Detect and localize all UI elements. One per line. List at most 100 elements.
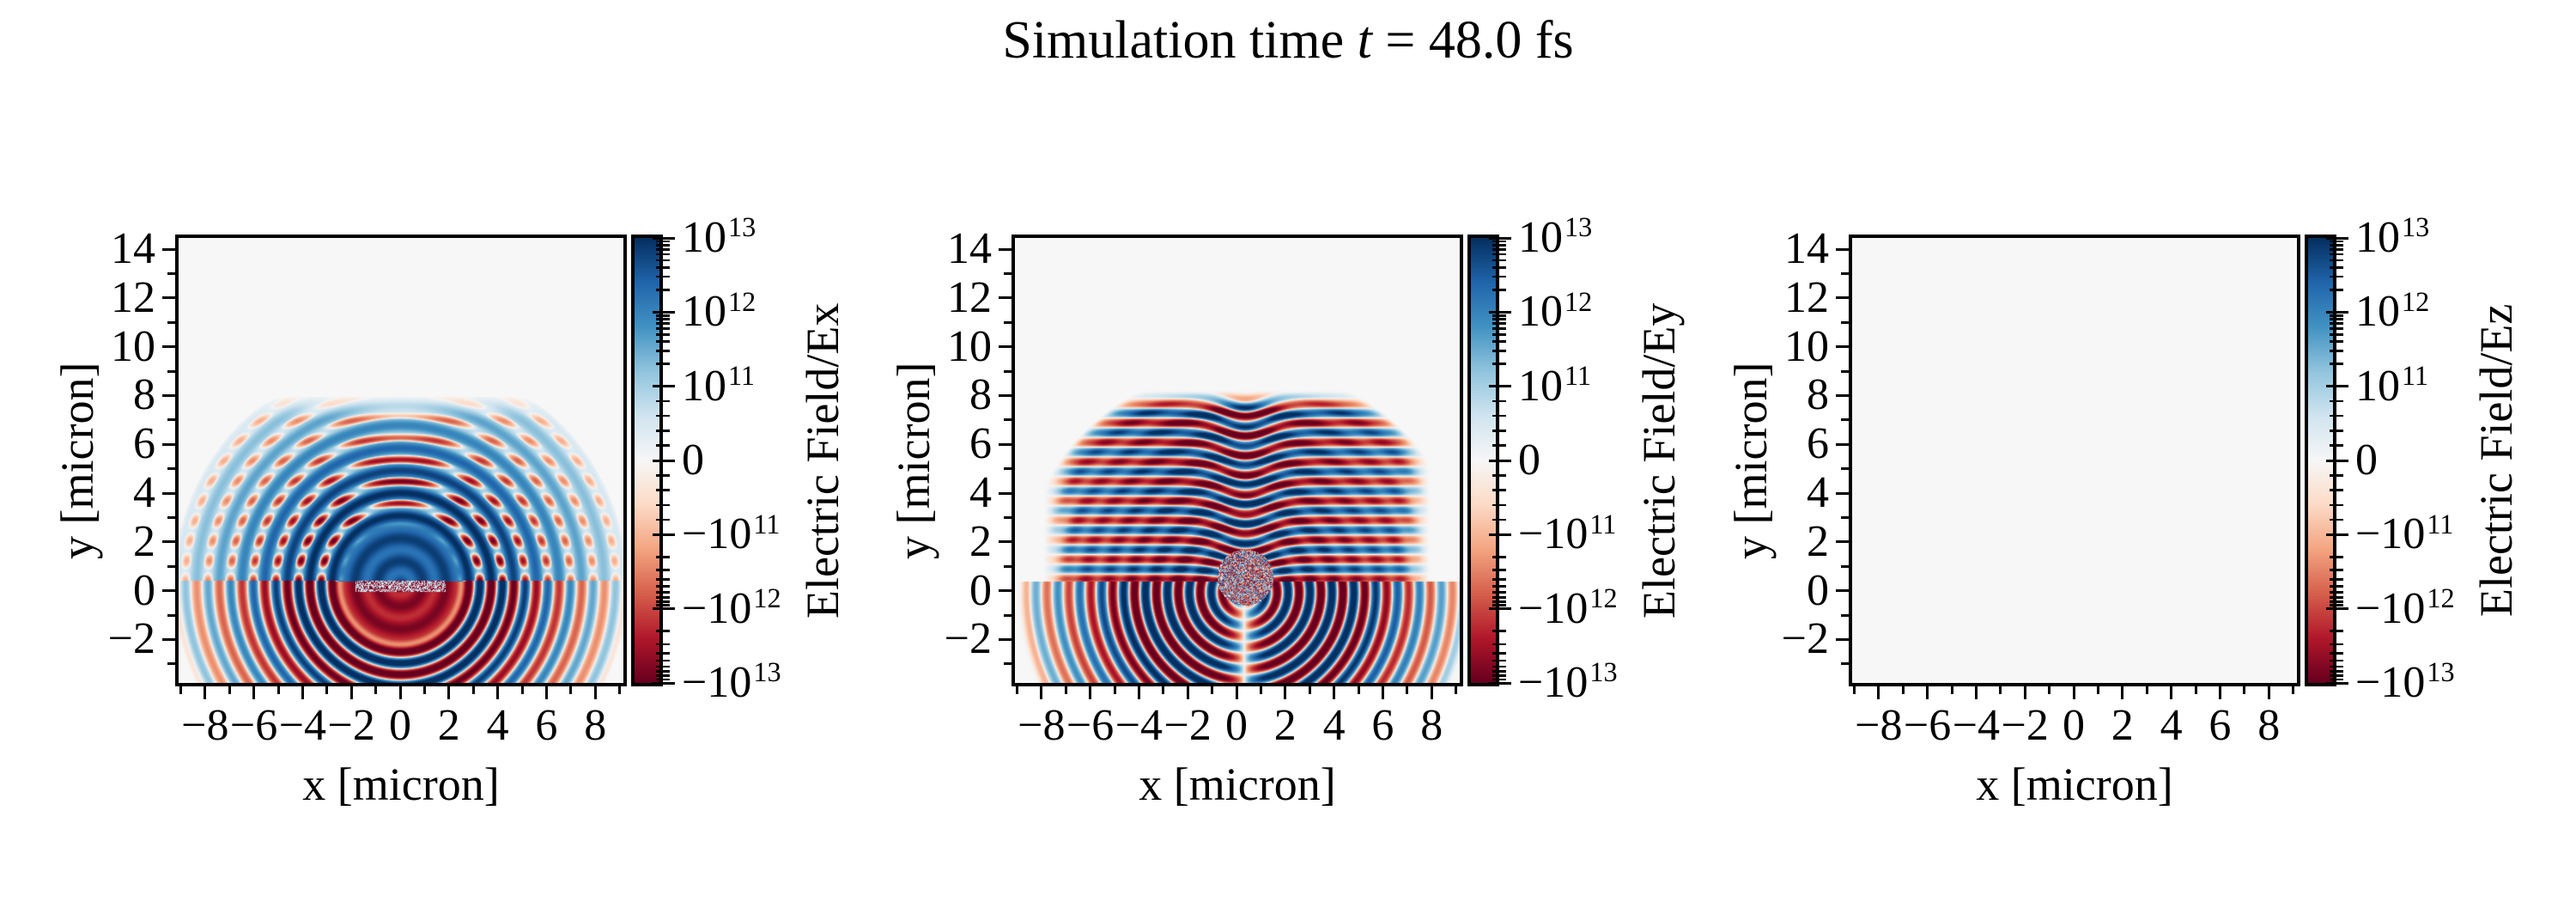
- y-minor-tick: [1841, 662, 1849, 666]
- y-major-tick: [1836, 247, 1849, 251]
- colorbar-minor-tick: [2330, 414, 2343, 417]
- x-minor-tick: [1901, 686, 1905, 694]
- x-tick-label: 2: [2111, 701, 2134, 750]
- colorbar-tick-label: −1012: [2355, 582, 2455, 633]
- y-tick-label: 14: [1784, 224, 1829, 273]
- colorbar-minor-tick: [656, 670, 670, 673]
- colorbar-minor-tick: [2330, 670, 2343, 673]
- y-minor-tick: [1004, 564, 1012, 568]
- y-major-tick: [999, 296, 1012, 300]
- x-major-tick: [1235, 686, 1238, 699]
- y-tick-label: 12: [1784, 272, 1829, 322]
- y-minor-tick: [167, 418, 175, 422]
- x-minor-tick: [471, 686, 475, 694]
- y-minor-tick: [1841, 613, 1849, 617]
- colorbar-minor-tick: [1492, 659, 1506, 662]
- x-major-tick: [204, 686, 207, 699]
- colorbar-minor-tick: [1492, 340, 1506, 343]
- colorbar-minor-tick: [1492, 630, 1506, 632]
- colorbar-minor-tick: [656, 414, 670, 417]
- x-tick-label: −6: [1903, 701, 1952, 750]
- colorbar-tick-label: 0: [2355, 436, 2378, 485]
- x-minor-tick: [276, 686, 280, 694]
- colorbar-minor-tick: [2330, 518, 2343, 521]
- x-tick-label: −4: [1952, 701, 2001, 750]
- y-minor-tick: [1841, 515, 1849, 519]
- colorbar-minor-tick: [2330, 630, 2343, 632]
- y-major-tick: [999, 540, 1012, 544]
- colorbar-minor-tick: [1492, 444, 1506, 447]
- colorbar-minor-tick: [2330, 430, 2343, 432]
- y-tick-label: 4: [133, 468, 155, 517]
- colorbar-minor-tick: [1492, 414, 1506, 417]
- x-major-tick: [593, 686, 597, 699]
- y-minor-tick: [167, 613, 175, 617]
- colorbar-minor-tick: [2330, 322, 2343, 325]
- title-text-pre: Simulation time: [1002, 11, 1358, 70]
- colorbar-minor-tick: [656, 333, 670, 336]
- y-major-tick: [1836, 637, 1849, 641]
- colorbar-minor-tick: [656, 322, 670, 325]
- x-major-tick: [1430, 686, 1433, 699]
- heatmap-ez: [1852, 238, 2297, 683]
- colorbar-minor-tick: [2330, 474, 2343, 477]
- colorbar-major-tick: [653, 533, 675, 536]
- x-minor-tick: [179, 686, 182, 694]
- x-tick-label: 0: [1225, 701, 1248, 750]
- colorbar-tick-label: 0: [1518, 436, 1540, 485]
- x-minor-tick: [569, 686, 573, 694]
- heatmap-ey: [1015, 238, 1460, 683]
- colorbar-minor-tick: [1492, 350, 1506, 352]
- colorbar-minor-tick: [2330, 363, 2343, 365]
- colorbar-minor-tick: [1492, 670, 1506, 673]
- y-minor-tick: [1841, 271, 1849, 275]
- x-minor-tick: [1999, 686, 2002, 694]
- colorbar-minor-tick: [2330, 556, 2343, 558]
- x-major-tick: [2267, 686, 2270, 699]
- y-major-tick: [999, 491, 1012, 495]
- x-minor-tick: [1357, 686, 1360, 694]
- y-major-tick: [999, 247, 1012, 251]
- x-minor-tick: [1852, 686, 1856, 694]
- colorbar-tick-label: −1012: [1518, 582, 1618, 633]
- y-tick-label: 4: [1807, 468, 1829, 517]
- colorbar-minor-tick: [656, 569, 670, 571]
- colorbar-minor-tick: [656, 518, 670, 521]
- colorbar-minor-tick: [656, 240, 670, 243]
- colorbar-major-tick: [2326, 236, 2348, 240]
- x-major-tick: [301, 686, 304, 699]
- plot-area-ez: [1849, 235, 2300, 686]
- y-minor-tick: [1004, 271, 1012, 275]
- colorbar-minor-tick: [656, 596, 670, 599]
- x-major-tick: [447, 686, 451, 699]
- x-tick-label: −2: [327, 701, 375, 750]
- y-major-tick: [162, 345, 175, 349]
- colorbar-minor-tick: [2330, 244, 2343, 247]
- x-minor-tick: [1406, 686, 1409, 694]
- colorbar-minor-tick: [1492, 596, 1506, 599]
- colorbar-minor-tick: [1492, 556, 1506, 558]
- x-tick-label: −2: [1163, 701, 1212, 750]
- x-major-tick: [496, 686, 500, 699]
- colorbar-minor-tick: [2330, 444, 2343, 447]
- x-tick-label: −4: [278, 701, 327, 750]
- plot-area-ey: [1012, 235, 1463, 686]
- y-tick-label: 0: [969, 565, 992, 615]
- colorbar-major-tick: [653, 459, 675, 462]
- colorbar-minor-tick: [656, 253, 670, 256]
- colorbar-major-tick: [1489, 681, 1511, 685]
- colorbar-minor-tick: [656, 643, 670, 646]
- colorbar-minor-tick: [1492, 643, 1506, 646]
- y-tick-label: 10: [947, 321, 992, 371]
- figure-title: Simulation time t = 48.0 fs: [0, 10, 2576, 70]
- x-axis-label: x [micron]: [302, 759, 500, 810]
- x-major-tick: [2121, 686, 2124, 699]
- x-tick-label: 0: [389, 701, 411, 750]
- y-tick-label: 2: [969, 516, 992, 566]
- y-minor-tick: [167, 515, 175, 519]
- x-major-tick: [1089, 686, 1092, 699]
- colorbar-minor-tick: [2330, 578, 2343, 581]
- colorbar-minor-tick: [1492, 327, 1506, 330]
- x-tick-label: 8: [584, 701, 607, 750]
